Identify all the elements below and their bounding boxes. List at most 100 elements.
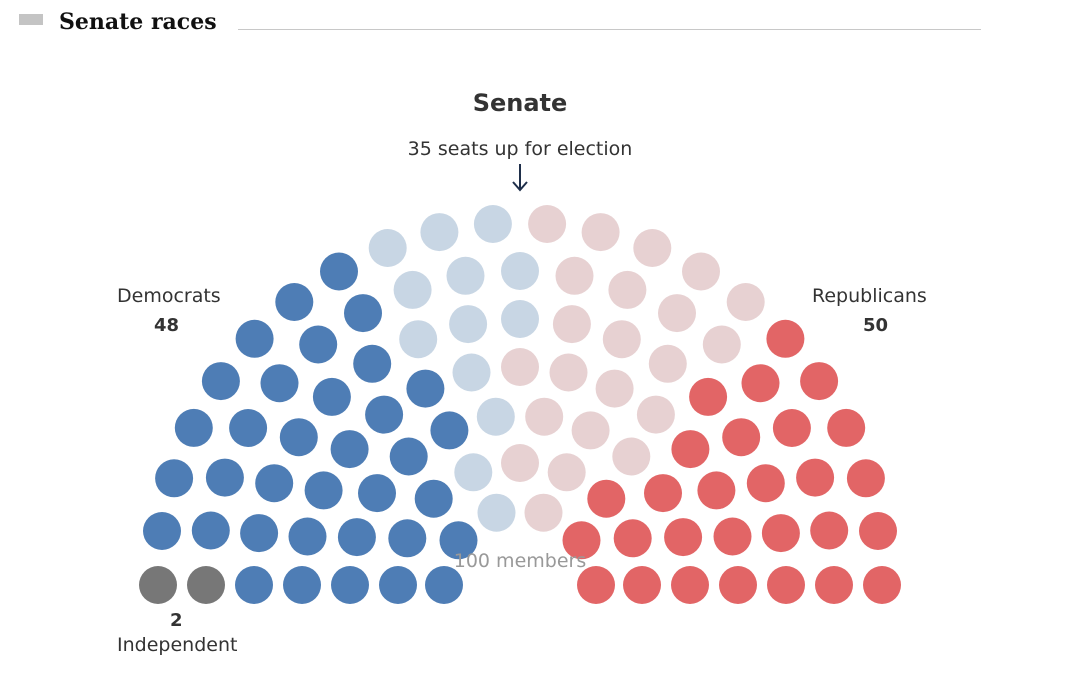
- seat-republicans: [761, 514, 800, 553]
- chart-title: Senate: [472, 89, 568, 117]
- seat-democrats: [235, 319, 274, 358]
- seat-democrats-up-for-election: [501, 300, 539, 338]
- seat-republicans: [587, 479, 626, 518]
- seat-independent: [187, 566, 225, 604]
- seat-republicans: [859, 512, 897, 550]
- seat-democrats-up-for-election: [399, 320, 438, 359]
- independent-label: Independent: [117, 634, 238, 656]
- republicans-count: 50: [863, 315, 889, 336]
- seat-republicans-up-for-election: [528, 205, 567, 243]
- seat-democrats: [353, 344, 392, 383]
- chart-subtitle: 35 seats up for election: [407, 138, 633, 160]
- seat-democrats: [320, 252, 358, 291]
- seat-democrats: [379, 566, 417, 604]
- seat-republicans: [719, 566, 757, 604]
- seat-democrats: [299, 325, 338, 364]
- seat-republicans-up-for-election: [525, 397, 564, 436]
- democrats-count: 48: [154, 315, 180, 336]
- seat-republicans-up-for-election: [547, 453, 586, 492]
- seat-democrats: [201, 362, 240, 401]
- democrats-label: Democrats: [117, 285, 221, 307]
- seat-democrats: [344, 294, 382, 333]
- seat-republicans-up-for-election: [571, 411, 610, 450]
- seat-democrats-up-for-election: [393, 270, 432, 309]
- seat-democrats-up-for-election: [501, 252, 539, 290]
- seat-republicans: [671, 430, 710, 469]
- seat-democrats: [388, 519, 427, 558]
- seat-republicans-up-for-election: [726, 283, 765, 321]
- section-divider: [238, 29, 981, 30]
- seat-democrats: [389, 437, 428, 476]
- independent-count: 2: [170, 610, 183, 631]
- section-title: Senate races: [59, 9, 217, 35]
- seat-democrats: [304, 471, 343, 510]
- seat-democrats-up-for-election: [473, 205, 512, 243]
- seat-republicans: [767, 566, 805, 604]
- seat-republicans: [800, 362, 839, 401]
- seat-republicans: [846, 459, 885, 498]
- seat-republicans-up-for-election: [555, 256, 594, 295]
- down-arrow-icon: [512, 164, 528, 192]
- seat-democrats: [155, 459, 194, 498]
- seat-democrats: [260, 364, 299, 403]
- seat-democrats: [279, 418, 318, 457]
- seat-republicans-up-for-election: [501, 444, 539, 482]
- seat-democrats-up-for-election: [452, 353, 491, 392]
- seat-democrats: [414, 479, 453, 518]
- seat-republicans-up-for-election: [612, 437, 651, 476]
- seat-republicans: [766, 319, 805, 358]
- seat-democrats: [283, 566, 321, 604]
- seat-democrats: [255, 464, 294, 503]
- seat-republicans-up-for-election: [658, 294, 696, 333]
- seat-democrats: [174, 408, 213, 447]
- seat-republicans: [863, 566, 901, 604]
- seat-republicans: [562, 521, 601, 560]
- seat-democrats: [229, 409, 268, 447]
- seat-republicans: [613, 519, 652, 558]
- section-marker: [19, 14, 43, 25]
- seat-republicans-up-for-election: [581, 213, 620, 252]
- seat-democrats: [275, 283, 314, 321]
- seat-republicans: [664, 518, 703, 557]
- total-members-label: 100 members: [453, 550, 587, 572]
- seat-democrats: [235, 566, 273, 604]
- seat-democrats: [143, 512, 181, 550]
- seat-republicans: [697, 471, 736, 510]
- seat-republicans: [644, 474, 682, 513]
- seat-democrats: [406, 369, 445, 408]
- seat-republicans: [689, 377, 728, 416]
- seat-democrats: [330, 430, 369, 469]
- seat-republicans: [722, 418, 761, 457]
- seat-republicans-up-for-election: [501, 348, 539, 386]
- seat-democrats: [439, 521, 478, 560]
- seat-democrats: [331, 566, 369, 604]
- seat-democrats: [312, 377, 351, 416]
- seat-republicans: [623, 566, 661, 604]
- seat-democrats-up-for-election: [477, 493, 516, 532]
- seat-democrats: [288, 517, 327, 556]
- seat-republicans: [713, 517, 752, 556]
- seat-republicans-up-for-election: [636, 395, 675, 434]
- seat-republicans: [772, 409, 811, 447]
- seat-republicans: [810, 511, 849, 550]
- seat-republicans-up-for-election: [682, 252, 720, 291]
- seat-republicans: [671, 566, 709, 604]
- seat-republicans: [577, 566, 615, 604]
- seat-republicans: [746, 464, 785, 503]
- seat-republicans-up-for-election: [552, 305, 591, 344]
- republicans-label: Republicans: [812, 285, 927, 307]
- seat-democrats: [430, 411, 469, 450]
- seat-republicans-up-for-election: [633, 229, 672, 267]
- seat-democrats: [358, 474, 396, 513]
- seat-republicans-up-for-election: [608, 270, 647, 309]
- seat-republicans-up-for-election: [602, 320, 641, 359]
- seat-democrats: [425, 566, 463, 604]
- seat-republicans-up-for-election: [524, 493, 563, 532]
- seat-republicans: [815, 566, 853, 604]
- seat-republicans-up-for-election: [595, 369, 634, 408]
- seat-democrats: [337, 518, 376, 557]
- seat-republicans: [827, 408, 866, 447]
- seat-republicans: [741, 364, 780, 403]
- seat-democrats-up-for-election: [454, 453, 493, 492]
